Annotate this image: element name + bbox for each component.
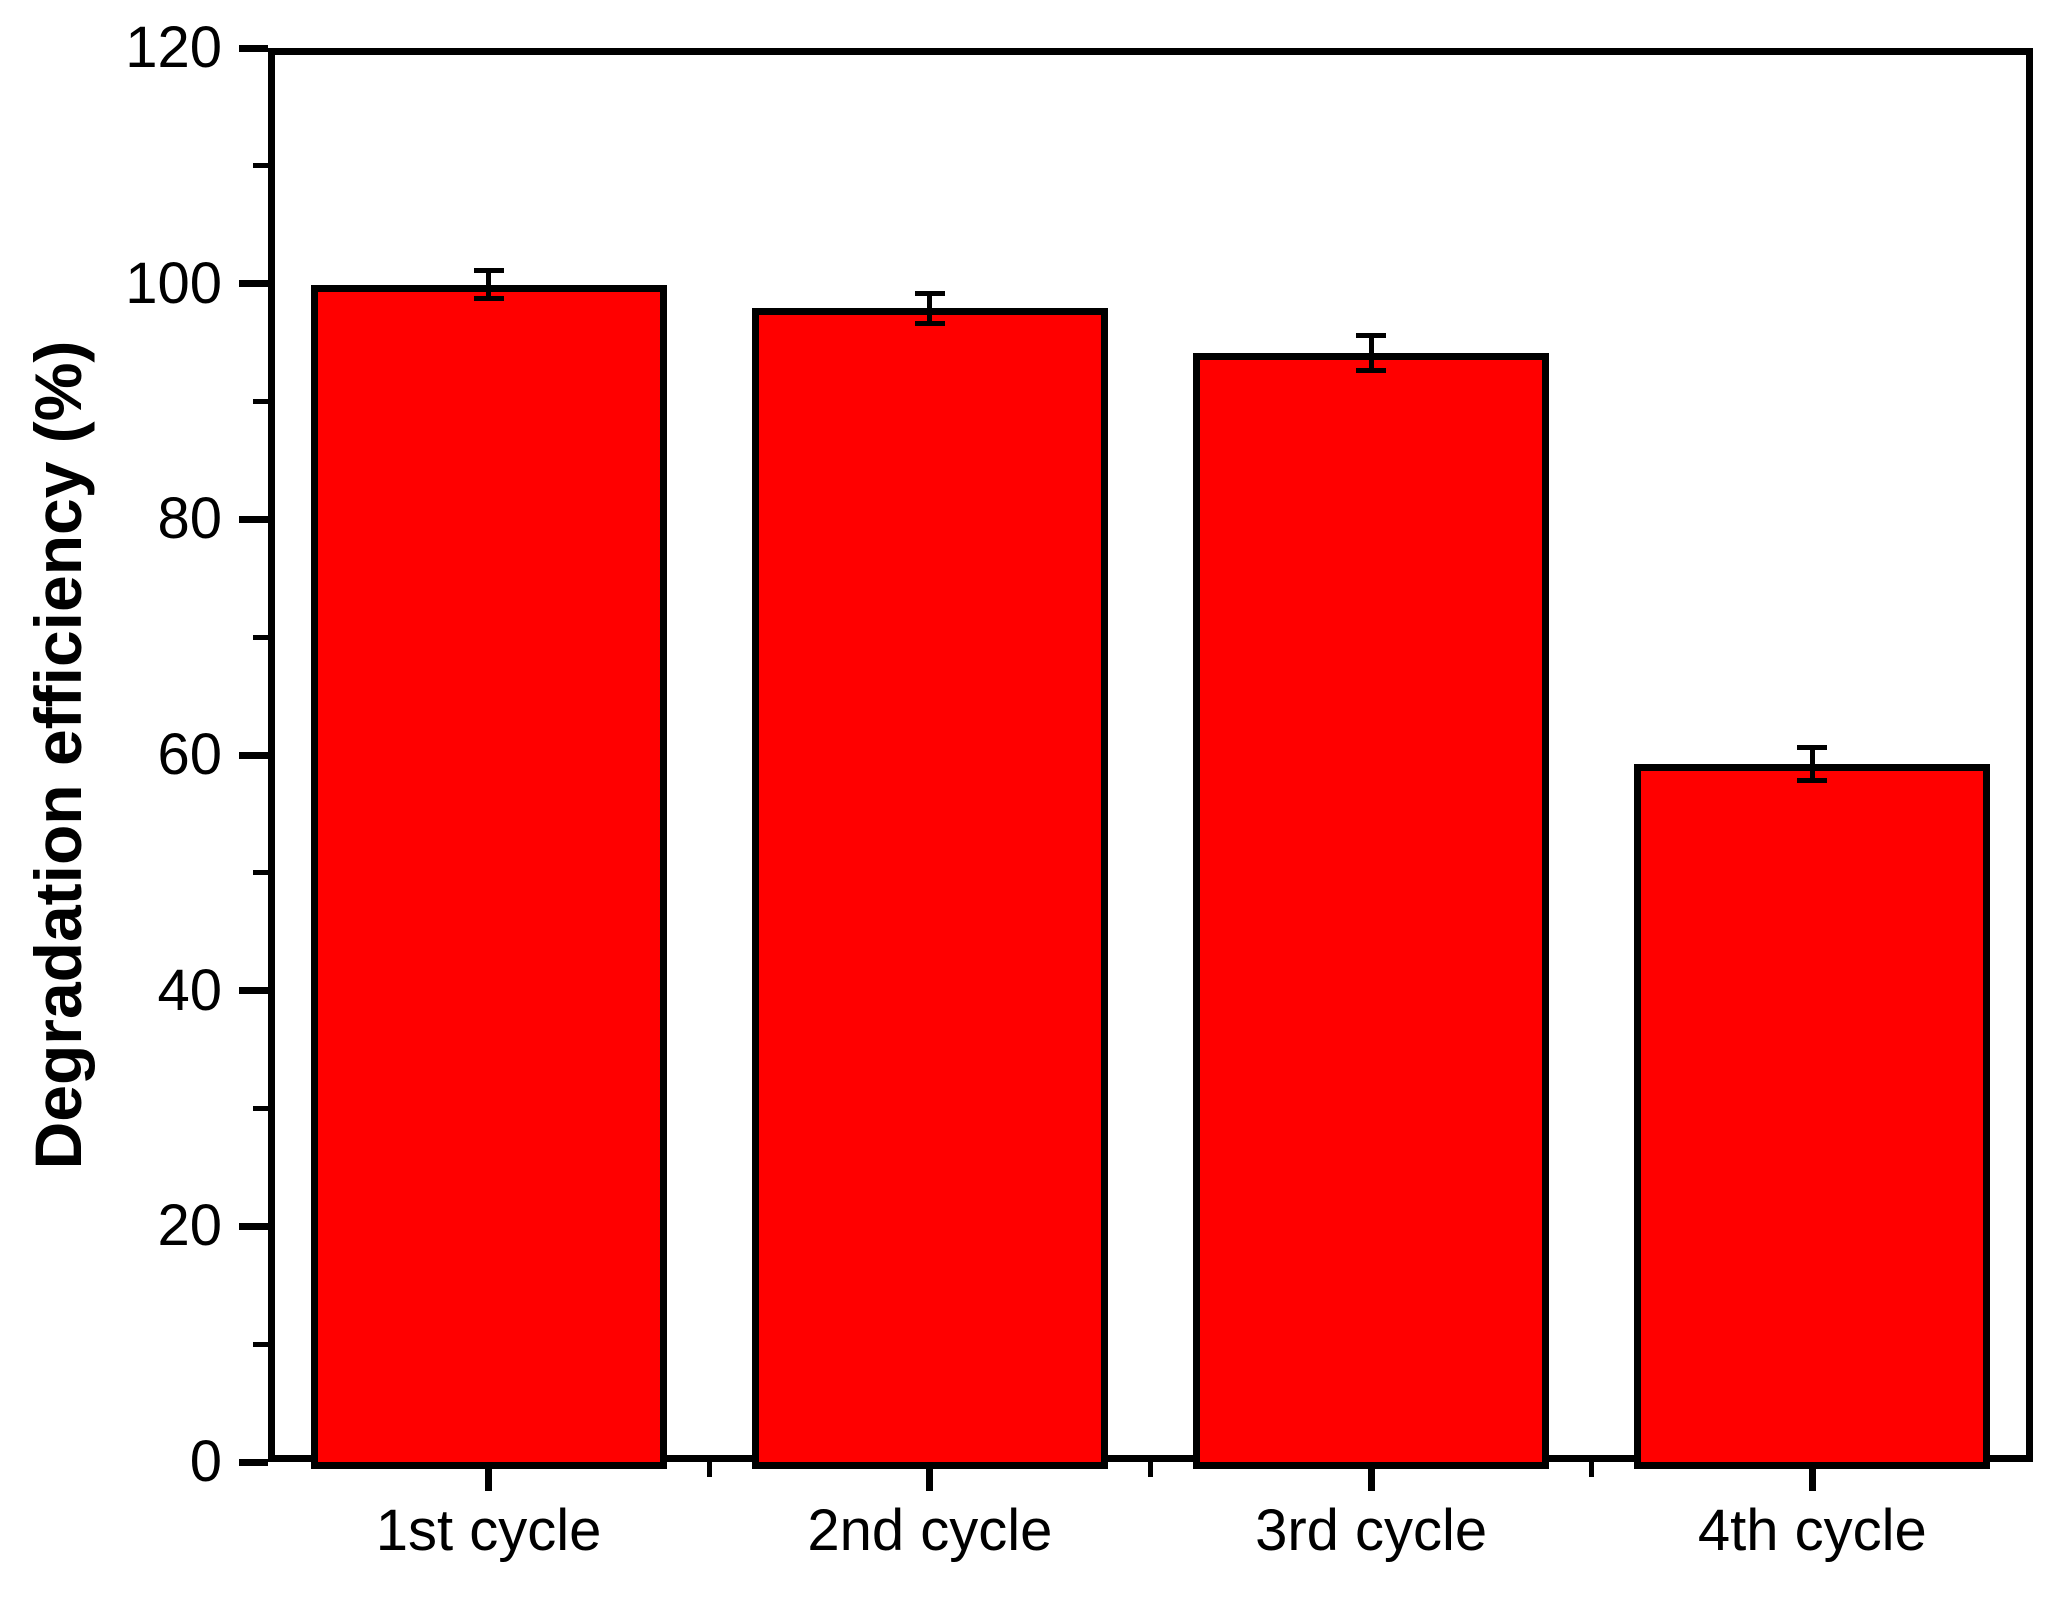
error-bar-cap-top: [1356, 333, 1387, 338]
y-tick-label: 120: [125, 15, 222, 80]
y-major-tick: [239, 751, 268, 759]
bar: [1193, 353, 1550, 1469]
y-tick-label: 100: [125, 250, 222, 316]
x-minor-tick: [1148, 1462, 1153, 1477]
category-label: 3rd cycle: [1255, 1498, 1488, 1563]
y-major-tick: [239, 515, 268, 523]
x-major-tick: [485, 1462, 493, 1491]
bar: [1634, 764, 1991, 1469]
y-tick-label: 80: [157, 486, 222, 552]
category-label: 1st cycle: [375, 1498, 602, 1563]
x-major-tick: [1367, 1462, 1375, 1491]
x-minor-tick: [706, 1462, 712, 1477]
y-minor-tick: [253, 870, 268, 876]
error-bar-cap-top: [914, 290, 945, 296]
y-major-tick: [239, 1458, 268, 1466]
error-bar-cap-bottom: [473, 296, 504, 302]
y-minor-tick: [253, 634, 268, 640]
plot-frame: [268, 48, 2033, 1462]
y-minor-tick: [253, 1341, 268, 1347]
error-bar-line: [1368, 335, 1374, 371]
x-major-tick: [926, 1462, 934, 1491]
category-label: 4th cycle: [1697, 1498, 1927, 1563]
error-bar-cap-bottom: [1797, 778, 1828, 784]
y-major-tick: [239, 987, 268, 995]
y-major-tick: [239, 280, 268, 288]
x-minor-tick: [1589, 1462, 1595, 1477]
y-tick-label: 0: [189, 1429, 222, 1494]
x-major-tick: [1808, 1462, 1816, 1491]
error-bar-cap-bottom: [1356, 368, 1387, 374]
error-bar-cap-top: [473, 268, 504, 274]
y-major-tick: [239, 44, 268, 52]
y-tick-label: 20: [157, 1193, 222, 1259]
error-bar-line: [1809, 747, 1815, 781]
y-minor-tick: [253, 399, 268, 404]
bar: [310, 284, 667, 1469]
y-tick-label: 60: [157, 722, 222, 787]
error-bar-line: [486, 270, 492, 299]
y-minor-tick: [253, 163, 268, 169]
error-bar-cap-top: [1797, 745, 1828, 751]
y-tick-label: 40: [157, 957, 222, 1023]
error-bar-cap-bottom: [914, 321, 945, 327]
bar: [751, 308, 1108, 1469]
category-label: 2nd cycle: [807, 1498, 1053, 1563]
y-minor-tick: [253, 1106, 268, 1111]
y-major-tick: [239, 1222, 268, 1230]
error-bar-line: [927, 293, 933, 324]
